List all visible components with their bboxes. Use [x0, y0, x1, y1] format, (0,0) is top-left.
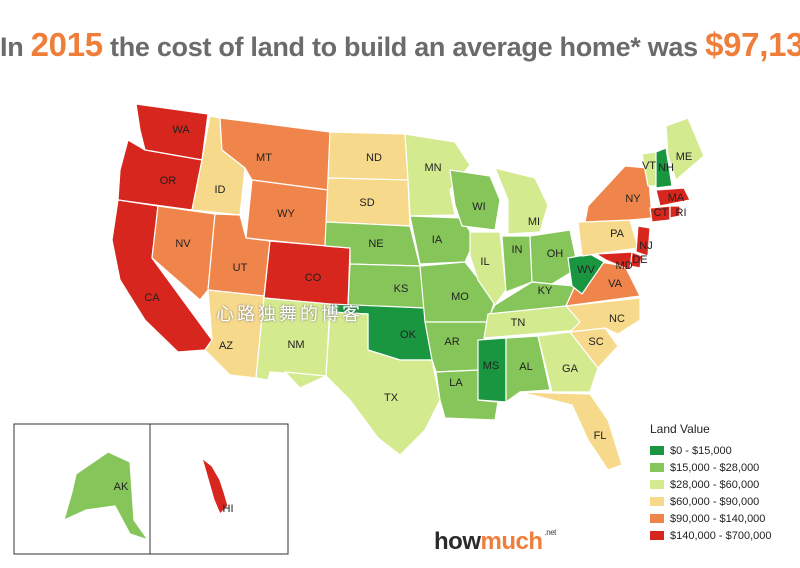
legend-item: $15,000 - $28,000 [650, 459, 772, 476]
state-label-ny: NY [625, 193, 641, 205]
state-NY [584, 165, 653, 223]
title-amount: $97,138 [705, 26, 800, 63]
state-HI [201, 457, 229, 515]
state-label-md: MD [615, 260, 632, 272]
legend-swatch [650, 480, 664, 489]
state-label-wv: WV [577, 264, 595, 276]
state-PA [577, 219, 639, 257]
state-ME [665, 117, 705, 181]
state-label-la: LA [449, 377, 463, 389]
state-label-ut: UT [233, 262, 248, 274]
state-label-ct: CT [654, 207, 669, 219]
title-year: 2015 [30, 26, 104, 63]
state-label-sd: SD [359, 197, 374, 209]
state-NJ [635, 225, 651, 257]
legend-swatch [650, 497, 664, 506]
state-label-wa: WA [172, 124, 190, 136]
howmuch-logo: howmuch .net [434, 528, 556, 555]
legend: Land Value $0 - $15,000 $15,000 - $28,00… [650, 422, 772, 544]
state-label-nv: NV [175, 238, 191, 250]
state-label-me: ME [676, 151, 693, 163]
state-label-nd: ND [366, 152, 382, 164]
state-label-va: VA [608, 278, 623, 290]
legend-item: $90,000 - $140,000 [650, 510, 772, 527]
state-label-nh: NH [658, 162, 674, 174]
state-GA [537, 331, 599, 393]
state-label-ky: KY [538, 285, 553, 297]
state-label-fl: FL [594, 430, 607, 442]
state-label-or: OR [160, 175, 177, 187]
state-AL [505, 335, 551, 403]
state-label-ar: AR [444, 336, 459, 348]
state-label-mn: MN [424, 162, 441, 174]
state-label-vt: VT [642, 160, 656, 172]
state-label-ca: CA [144, 292, 160, 304]
legend-item: $60,000 - $90,000 [650, 493, 772, 510]
legend-swatch [650, 446, 664, 455]
legend-swatch [650, 531, 664, 540]
state-MN [404, 133, 471, 217]
state-MD [595, 251, 633, 271]
state-label-ak: AK [114, 481, 129, 493]
state-label-tx: TX [384, 392, 399, 404]
state-label-sc: SC [588, 336, 603, 348]
state-label-ia: IA [432, 234, 443, 246]
state-label-ga: GA [562, 363, 579, 375]
state-label-tn: TN [511, 317, 526, 329]
state-label-wy: WY [277, 208, 295, 220]
state-label-ri: RI [676, 207, 687, 219]
state-label-mi: MI [528, 216, 540, 228]
state-label-al: AL [519, 361, 532, 373]
state-label-wi: WI [472, 201, 485, 213]
state-label-hi: HI [223, 503, 234, 515]
state-label-pa: PA [610, 228, 625, 240]
map-title: In 2015 the cost of land to build an ave… [0, 26, 800, 64]
state-label-nj: NJ [639, 240, 652, 252]
legend-item: $0 - $15,000 [650, 442, 772, 459]
legend-item: $140,000 - $700,000 [650, 527, 772, 544]
state-label-il: IL [480, 256, 489, 268]
legend-swatch [650, 514, 664, 523]
state-RI [669, 205, 681, 219]
watermark-text: 心路独舞的博客 [216, 304, 363, 325]
legend-item: $28,000 - $60,000 [650, 476, 772, 493]
state-label-co: CO [305, 272, 322, 284]
state-CT [649, 205, 671, 223]
state-MI [494, 167, 549, 235]
state-label-ms: MS [483, 360, 500, 372]
state-label-mt: MT [256, 152, 272, 164]
state-MA [655, 187, 691, 207]
state-NC [565, 297, 641, 335]
state-label-ma: MA [668, 192, 685, 204]
state-TX [284, 311, 441, 456]
state-label-az: AZ [219, 340, 233, 352]
legend-title: Land Value [650, 422, 710, 436]
legend-swatch [650, 463, 664, 472]
state-label-nm: NM [287, 339, 304, 351]
state-WI [449, 169, 501, 231]
state-label-de: DE [632, 254, 647, 266]
state-label-id: ID [215, 184, 226, 196]
state-AK [63, 451, 149, 541]
inset-frame [13, 423, 289, 555]
state-label-oh: OH [547, 248, 564, 260]
state-label-nc: NC [609, 313, 625, 325]
state-NH [655, 147, 673, 189]
state-label-ne: NE [368, 238, 383, 250]
state-label-ks: KS [394, 283, 409, 295]
state-labels: WA OR CA ID NV MT WY UT AZ CO NM ND SD NE KS OK TX MN IA MO… [114, 124, 693, 515]
state-label-ok: OK [400, 329, 417, 341]
state-OH [529, 229, 579, 285]
state-label-mo: MO [451, 291, 469, 303]
state-NV [151, 205, 216, 301]
state-label-in: IN [512, 244, 523, 256]
state-FL [519, 391, 623, 471]
